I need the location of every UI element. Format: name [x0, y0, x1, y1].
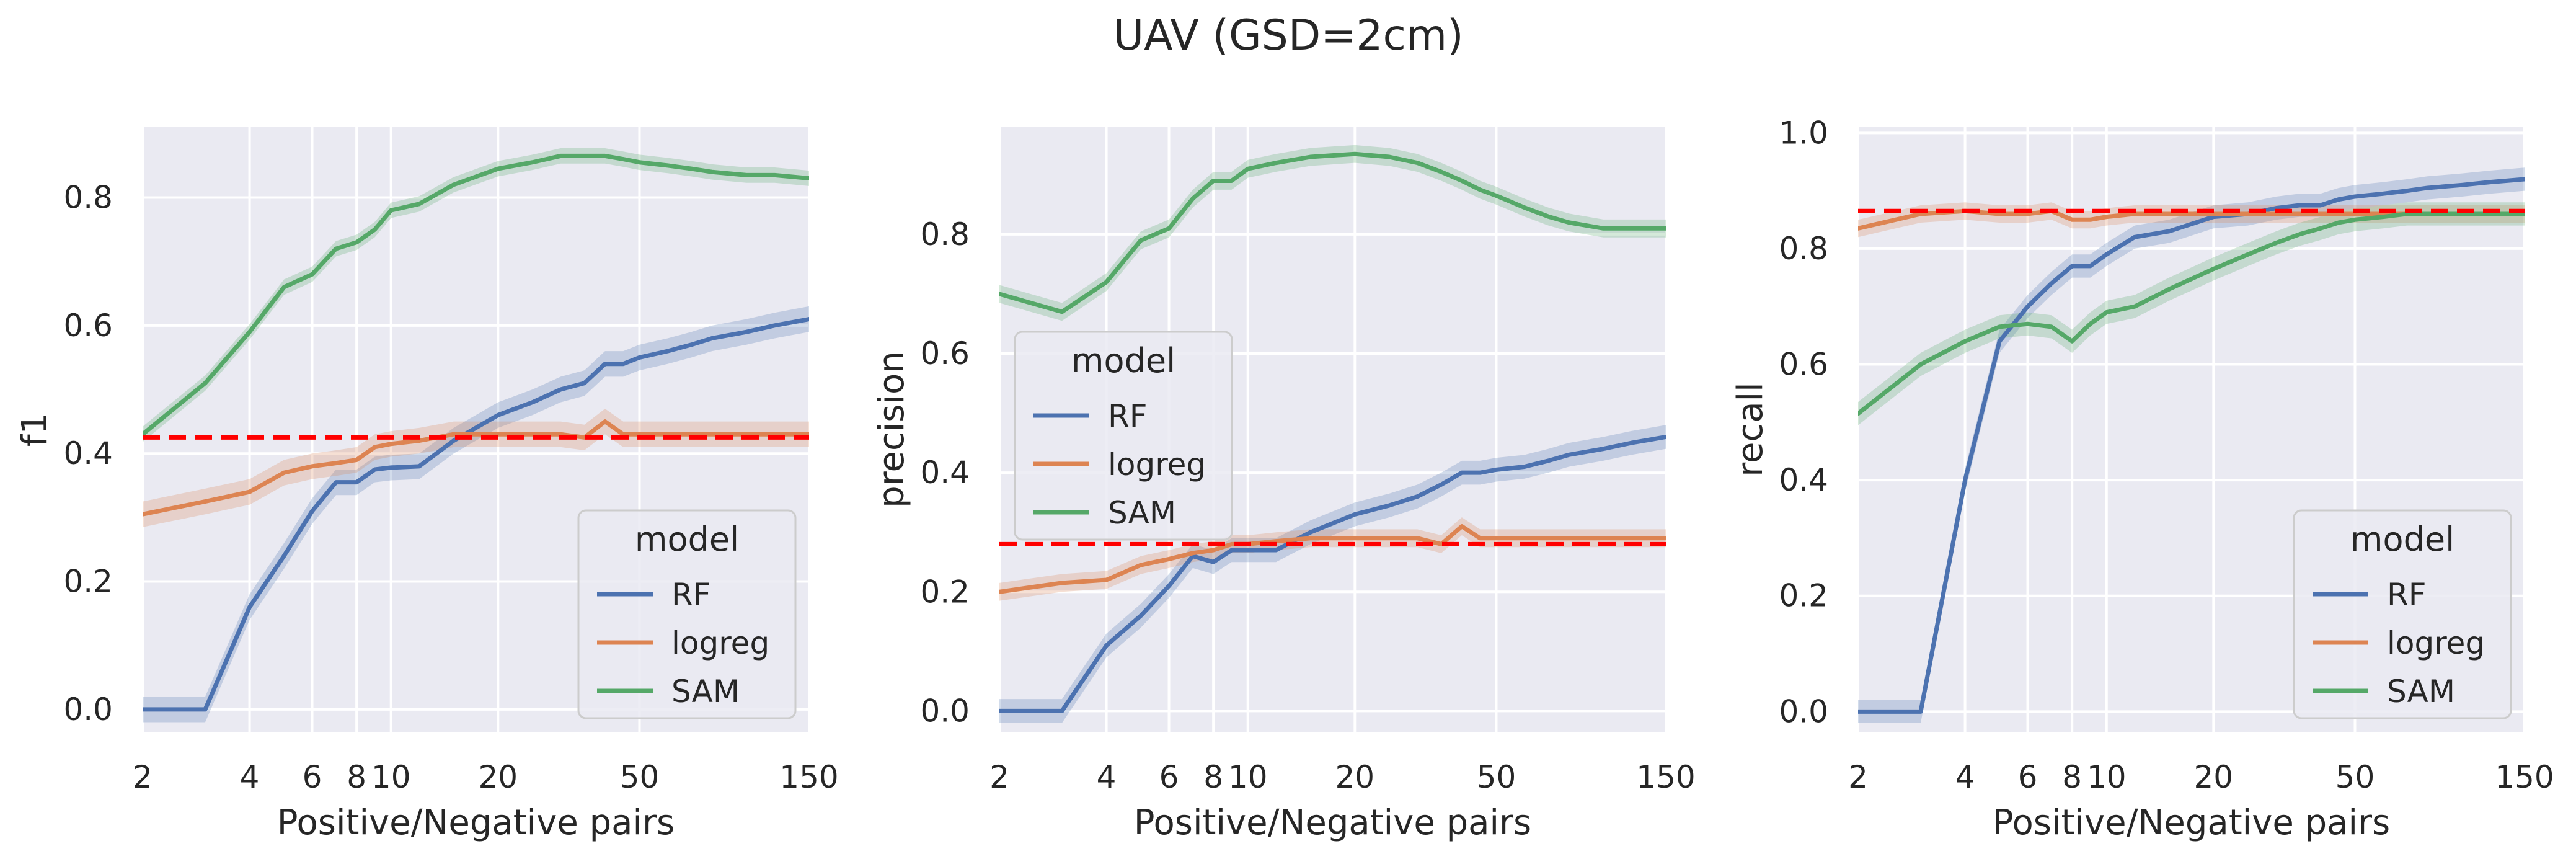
legend: model RF logreg SAM — [2293, 509, 2512, 719]
legend: model RF logreg SAM — [577, 509, 797, 719]
subplot-grid: 2 4 6 8 10 20 50 1500.00.20.40.60.8Positive/Neg… — [15, 115, 2554, 843]
x-tick-label: 2 — [989, 759, 1009, 795]
y-tick-label: 0.2 — [920, 574, 970, 610]
y-tick-label: 0.6 — [920, 336, 970, 372]
y-axis-label: f1 — [15, 412, 55, 447]
ci-band-SAM — [999, 145, 1666, 321]
series-line-logreg — [143, 419, 809, 517]
x-tick-label: 4 — [1955, 759, 1975, 795]
x-tick-label: 10 — [2087, 759, 2127, 795]
x-tick-label: 6 — [303, 759, 322, 795]
y-tick-label: 0.4 — [63, 435, 113, 471]
x-tick-label: 50 — [620, 759, 660, 795]
x-tick-label: 8 — [347, 759, 366, 795]
x-tick-label: 10 — [1228, 759, 1268, 795]
y-tick-label: 0.4 — [1779, 462, 1828, 498]
x-tick-label: 4 — [1097, 759, 1117, 795]
series-line-SAM — [1858, 211, 2525, 416]
x-axis-label: Positive/Negative pairs — [1134, 803, 1531, 843]
x-tick-label: 20 — [1335, 759, 1375, 795]
legend-label-SAM: SAM — [1108, 495, 1176, 531]
y-axis-label: precision — [872, 351, 912, 508]
x-axis-label: Positive/Negative pairs — [1993, 803, 2390, 843]
series-line-SAM — [143, 153, 809, 437]
legend-box — [1014, 331, 1233, 541]
y-tick-label: 0.2 — [1779, 578, 1828, 614]
subplot-precision: 2 4 6 8 10 20 50 150 0.0 0.2 0.4 0.6 0.8 Positive/Neg… — [872, 127, 1696, 843]
y-axis-label: recall — [1730, 382, 1771, 476]
legend-label-RF: RF — [1108, 398, 1148, 434]
subplot-recall: 2 4 6 8 10 20 50 150 0.0 0.2 0.4 0.6 0.8 1.0 Positive/… — [1730, 115, 2554, 843]
legend-box — [577, 509, 797, 719]
y-tick-label: 1.0 — [1779, 115, 1828, 151]
x-tick-label: 150 — [1636, 759, 1695, 795]
ci-band-SAM — [1858, 202, 2525, 425]
legend-title: model — [1071, 341, 1175, 380]
legend-label-RF: RF — [671, 577, 711, 613]
x-tick-label: 50 — [1477, 759, 1516, 795]
series-layer — [999, 145, 1666, 723]
legend-label-RF: RF — [2387, 577, 2427, 613]
series-line-logreg — [999, 524, 1666, 594]
x-axis-label: Positive/Negative pairs — [277, 803, 675, 843]
x-tick-label: 8 — [1203, 759, 1223, 795]
legend-box — [2293, 509, 2512, 719]
y-tick-label: 0.6 — [63, 308, 113, 344]
y-tick-label: 0.2 — [63, 564, 113, 600]
x-tick-label: 20 — [2194, 759, 2234, 795]
series-line-RF — [999, 435, 1666, 713]
figure-title: UAV (GSD=2cm) — [1113, 11, 1463, 60]
legend-label-SAM: SAM — [2387, 674, 2455, 710]
series-line-RF — [143, 317, 809, 712]
x-tick-label: 4 — [240, 759, 260, 795]
ci-band-RF — [1858, 167, 2525, 724]
y-tick-label: 0.6 — [1779, 347, 1828, 383]
x-tick-label: 20 — [479, 759, 518, 795]
legend-title: model — [635, 520, 739, 559]
ci-band-RF — [999, 425, 1666, 723]
legend-label-logreg: logreg — [2387, 625, 2485, 661]
x-tick-label: 2 — [133, 759, 153, 795]
legend: model RF logreg SAM — [1014, 331, 1233, 541]
x-tick-label: 10 — [371, 759, 411, 795]
y-tick-label: 0.0 — [63, 692, 113, 728]
x-tick-label: 150 — [779, 759, 838, 795]
legend-title: model — [2350, 520, 2454, 559]
x-tick-label: 2 — [1848, 759, 1868, 795]
series-line-SAM — [999, 151, 1666, 314]
y-tick-label: 0.8 — [1779, 231, 1828, 267]
x-tick-label: 50 — [2335, 759, 2375, 795]
legend-label-logreg: logreg — [1108, 447, 1206, 483]
y-tick-label: 0.4 — [920, 455, 970, 491]
legend-label-SAM: SAM — [671, 674, 740, 710]
x-tick-label: 8 — [2062, 759, 2082, 795]
x-tick-label: 6 — [1159, 759, 1179, 795]
y-tick-label: 0.8 — [63, 179, 113, 215]
x-tick-label: 6 — [2018, 759, 2038, 795]
series-layer — [143, 148, 809, 723]
series-layer — [1858, 167, 2525, 724]
y-tick-label: 0.0 — [1779, 693, 1828, 729]
y-tick-label: 0.0 — [920, 693, 970, 729]
subplot-f1: 2 4 6 8 10 20 50 150 0.0 0.2 0.4 0.6 0.8 Positive/Neg… — [15, 127, 839, 843]
x-tick-label: 150 — [2495, 759, 2554, 795]
y-tick-label: 0.8 — [920, 216, 970, 252]
legend-label-logreg: logreg — [671, 625, 769, 661]
